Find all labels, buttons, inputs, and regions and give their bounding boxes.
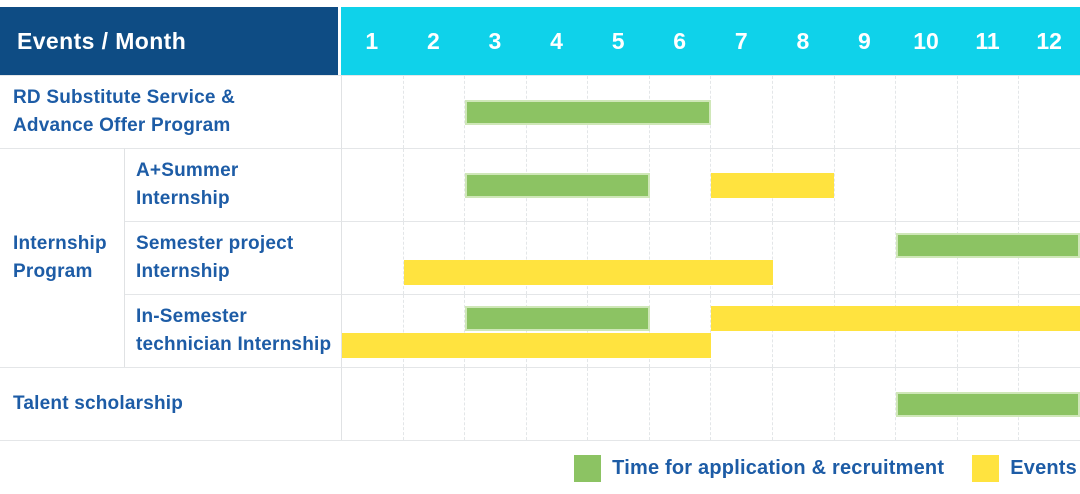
row-label-line: Semester project bbox=[136, 233, 294, 254]
month-header-1: 1 bbox=[365, 27, 379, 54]
row-label-line: technician Internship bbox=[136, 334, 332, 355]
month-gridline bbox=[1019, 76, 1080, 148]
row-label-line: In-Semester bbox=[136, 306, 247, 327]
month-header-11: 11 bbox=[975, 27, 1000, 54]
gantt-bar-green-m10-m12 bbox=[895, 392, 1080, 417]
row-label-line: Internship bbox=[136, 188, 230, 209]
group-label-internship-program: Internship Program bbox=[0, 148, 125, 367]
month-gridline bbox=[465, 368, 527, 440]
legend-item-yellow: Events bbox=[972, 455, 1077, 482]
row-timeline-4 bbox=[341, 367, 1080, 440]
gantt-bar-green-m3-m6 bbox=[465, 100, 711, 125]
legend-swatch-yellow bbox=[972, 455, 1000, 482]
month-header-10: 10 bbox=[913, 27, 939, 54]
gantt-bar-green-m3-m5 bbox=[465, 306, 650, 331]
row-label-1: A+Summer Internship bbox=[125, 148, 341, 221]
row-label-line: A+Summer bbox=[136, 160, 239, 181]
month-gridline bbox=[342, 76, 404, 148]
gantt-bar-green-m3-m5 bbox=[465, 173, 650, 198]
month-header-4: 4 bbox=[550, 27, 563, 54]
month-gridline bbox=[835, 149, 897, 221]
gantt-bar-yellow-m2-m7 bbox=[403, 260, 773, 285]
month-gridline bbox=[835, 76, 897, 148]
month-header-2: 2 bbox=[426, 27, 440, 54]
row-label-line: Internship bbox=[136, 261, 230, 282]
month-header-12: 12 bbox=[1036, 27, 1062, 54]
group-label-line: Program bbox=[13, 261, 93, 282]
month-gridline bbox=[342, 149, 404, 221]
month-gridline bbox=[650, 149, 712, 221]
month-gridline bbox=[835, 368, 897, 440]
legend: Time for application & recruitment Events bbox=[0, 455, 1080, 482]
month-gridline bbox=[896, 149, 958, 221]
events-month-header-cell: Events / Month bbox=[0, 7, 338, 75]
gantt-bar-yellow-m7-m12 bbox=[711, 306, 1080, 331]
row-timeline-3 bbox=[341, 294, 1080, 367]
row-label-0: RD Substitute Service & Advance Offer Pro… bbox=[0, 75, 341, 148]
row-timeline-1 bbox=[341, 148, 1080, 221]
month-gridline bbox=[711, 76, 774, 148]
month-header-7: 7 bbox=[734, 27, 748, 54]
month-gridline bbox=[896, 76, 958, 148]
month-gridline bbox=[1019, 149, 1080, 221]
gantt-bar-yellow-m1-m6 bbox=[342, 333, 711, 358]
gantt-bar-green-m10-m12 bbox=[895, 233, 1080, 258]
month-gridline bbox=[404, 76, 466, 148]
month-gridline bbox=[958, 149, 1020, 221]
row-label-line: RD Substitute Service & bbox=[13, 87, 236, 108]
row-timeline-0 bbox=[341, 75, 1080, 148]
month-gridline bbox=[404, 149, 466, 221]
month-header-row: 1 2 3 4 5 6 7 8 9 10 11 12 bbox=[341, 7, 1080, 75]
gantt-body: RD Substitute Service & Advance Offer Pro… bbox=[0, 75, 1080, 441]
month-gridlines bbox=[342, 76, 1080, 148]
group-label-line: Internship bbox=[13, 233, 107, 254]
row-label-2: Semester project Internship bbox=[125, 221, 341, 294]
month-header-6: 6 bbox=[673, 27, 687, 54]
row-label-line: Advance Offer Program bbox=[13, 115, 231, 136]
month-gridline bbox=[588, 368, 650, 440]
month-header-8: 8 bbox=[796, 27, 810, 54]
month-gridline bbox=[342, 368, 404, 440]
month-header-9: 9 bbox=[858, 27, 871, 54]
month-gridline bbox=[773, 222, 835, 294]
row-label-line: Talent scholarship bbox=[13, 393, 184, 414]
month-gridline bbox=[404, 368, 466, 440]
row-label-4: Talent scholarship bbox=[0, 367, 341, 440]
legend-label-green: Time for application & recruitment bbox=[612, 457, 945, 479]
row-label-3: In-Semester technician Internship bbox=[125, 294, 341, 367]
legend-label-yellow: Events bbox=[1010, 457, 1077, 479]
legend-item-green: Time for application & recruitment bbox=[574, 455, 944, 482]
row-timeline-2 bbox=[341, 221, 1080, 294]
month-gridline bbox=[650, 368, 712, 440]
month-gridline bbox=[527, 368, 589, 440]
legend-swatch-green bbox=[574, 455, 602, 482]
month-gridline bbox=[342, 222, 404, 294]
month-gridline bbox=[773, 368, 835, 440]
month-gridline bbox=[711, 368, 774, 440]
header-row: Events / Month 1 2 3 4 5 6 7 8 9 10 11 12 bbox=[0, 7, 1080, 75]
month-gridline bbox=[835, 222, 897, 294]
month-header-5: 5 bbox=[611, 27, 625, 54]
gantt-bar-yellow-m7-m8 bbox=[711, 173, 834, 198]
month-header-3: 3 bbox=[488, 27, 502, 54]
month-gridline bbox=[958, 76, 1020, 148]
month-gridline bbox=[773, 76, 835, 148]
